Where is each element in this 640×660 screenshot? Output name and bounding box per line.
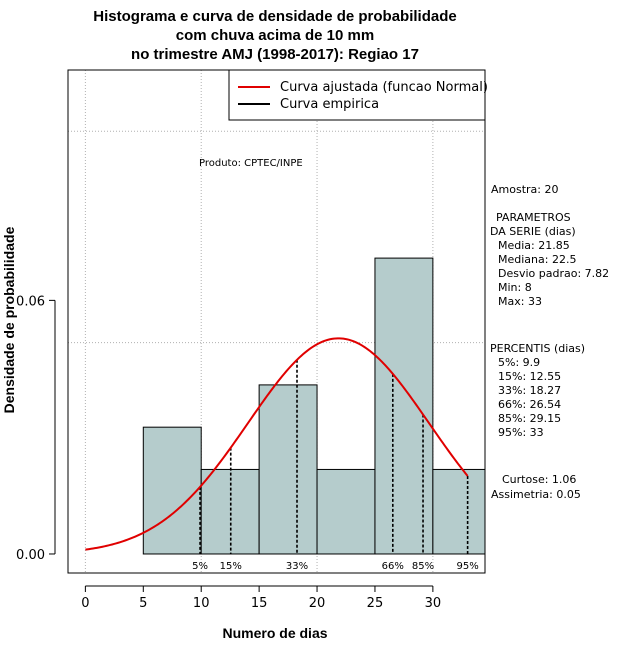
percentile-lines: 5% 15% 33% 66% 85% 95% (192, 359, 479, 572)
chart-title-line-3: no trimestre AMJ (1998-2017): Regiao 17 (131, 46, 419, 63)
histogram-bar (258, 384, 318, 555)
grid-lines (68, 70, 485, 573)
x-tick-label: 0 (81, 596, 89, 611)
stats-percentile: 85%: 29.15 (498, 412, 561, 425)
stats-sample: Amostra: 20 (491, 183, 558, 196)
product-label: Produto: CPTEC/INPE (199, 158, 303, 169)
percentile-label: 66% (382, 561, 404, 572)
percentile-label: 5% (192, 561, 208, 572)
stats-percentile: 15%: 12.55 (498, 370, 561, 383)
chart-title-line-2: com chuva acima de 10 mm (176, 27, 374, 44)
legend-box (228, 69, 486, 121)
stats-percentile: 66%: 26.54 (498, 398, 561, 411)
normal-curve (85, 337, 469, 551)
stats-panel: Amostra: 20 PARAMETROS DA SERIE (dias) M… (490, 183, 609, 501)
legend-label-fitted: Curva ajustada (funcao Normal) (280, 80, 488, 95)
x-tick-label: 20 (309, 596, 326, 611)
stats-percentile: 33%: 18.27 (498, 384, 561, 397)
x-tick-label: 5 (139, 596, 147, 611)
y-tick-label: 0.06 (16, 294, 45, 309)
percentile-label: 33% (286, 561, 308, 572)
stats-kurtosis: Curtose: 1.06 (502, 473, 576, 486)
percentile-label: 95% (457, 561, 479, 572)
x-tick-label: 25 (367, 596, 384, 611)
chart-title-line-1: Histograma e curva de densidade de proba… (93, 8, 456, 25)
stats-param: Mediana: 22.5 (498, 253, 576, 266)
x-axis: 0 5 10 15 20 25 30 (81, 585, 442, 611)
stats-percentiles-title: PERCENTIS (dias) (490, 342, 585, 355)
histogram-bar (374, 257, 434, 555)
x-tick-label: 15 (251, 596, 268, 611)
histogram-bars (142, 257, 486, 555)
stats-param: Min: 8 (498, 281, 532, 294)
normal-curve-line (85, 337, 469, 551)
stats-percentile: 5%: 9.9 (498, 356, 540, 369)
histogram-bar (200, 468, 260, 555)
stats-params-title: PARAMETROS (496, 211, 571, 224)
histogram-bar (316, 468, 376, 555)
legend: Curva ajustada (funcao Normal) Curva emp… (228, 69, 488, 121)
x-axis-title: Numero de dias (222, 625, 327, 641)
percentile-label: 15% (220, 561, 242, 572)
percentile-label: 85% (412, 561, 434, 572)
y-axis-title: Densidade de probabilidade (1, 226, 17, 413)
x-tick-label: 10 (193, 596, 210, 611)
stats-skewness: Assimetria: 0.05 (491, 488, 581, 501)
y-tick-label: 0.00 (16, 548, 45, 563)
stats-params-subtitle: DA SERIE (dias) (490, 225, 576, 238)
histogram-bar (142, 426, 202, 555)
histogram-bar (432, 468, 486, 555)
legend-label-empirical: Curva empirica (280, 97, 379, 112)
stats-percentile: 95%: 33 (498, 426, 544, 439)
x-tick-label: 30 (425, 596, 442, 611)
stats-param: Max: 33 (498, 295, 542, 308)
y-axis: 0.00 0.06 (16, 294, 56, 563)
stats-param: Desvio padrao: 7.82 (498, 267, 609, 280)
stats-param: Media: 21.85 (498, 239, 570, 252)
